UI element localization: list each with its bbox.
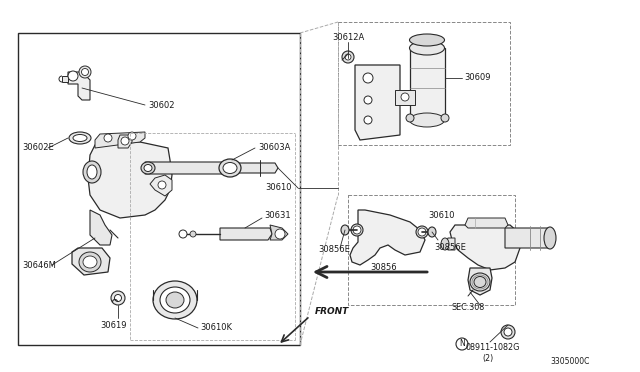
Polygon shape <box>68 72 90 100</box>
Circle shape <box>275 229 285 239</box>
Text: 30602: 30602 <box>148 100 175 109</box>
Polygon shape <box>338 22 510 145</box>
Ellipse shape <box>341 225 349 235</box>
Polygon shape <box>505 228 550 248</box>
Text: 30610: 30610 <box>265 183 291 192</box>
Ellipse shape <box>410 113 445 127</box>
Circle shape <box>504 328 512 336</box>
Circle shape <box>364 96 372 104</box>
Text: 30619: 30619 <box>100 321 127 330</box>
Polygon shape <box>95 132 145 148</box>
Ellipse shape <box>79 252 101 272</box>
Circle shape <box>401 93 409 101</box>
Circle shape <box>79 66 91 78</box>
Text: 30856E: 30856E <box>434 244 466 253</box>
Polygon shape <box>72 248 110 275</box>
Circle shape <box>158 181 166 189</box>
Circle shape <box>190 231 196 237</box>
Ellipse shape <box>73 135 87 141</box>
Text: 30631: 30631 <box>264 211 291 219</box>
Polygon shape <box>150 175 172 196</box>
Circle shape <box>353 226 361 234</box>
Circle shape <box>342 51 354 63</box>
Ellipse shape <box>410 41 445 55</box>
Polygon shape <box>355 65 400 140</box>
Polygon shape <box>348 195 515 305</box>
Text: (2): (2) <box>482 353 493 362</box>
Ellipse shape <box>69 132 91 144</box>
Ellipse shape <box>441 238 449 250</box>
Ellipse shape <box>160 287 190 313</box>
Polygon shape <box>350 210 425 265</box>
Polygon shape <box>145 162 234 174</box>
Text: 3305000C: 3305000C <box>550 357 590 366</box>
Polygon shape <box>468 268 492 295</box>
Ellipse shape <box>144 164 152 171</box>
Text: 30609: 30609 <box>464 74 490 83</box>
Circle shape <box>104 134 112 142</box>
Circle shape <box>179 230 187 238</box>
Circle shape <box>345 54 351 60</box>
Polygon shape <box>395 90 415 105</box>
Text: 30856: 30856 <box>370 263 397 273</box>
Ellipse shape <box>410 34 445 46</box>
Polygon shape <box>270 225 288 240</box>
Ellipse shape <box>544 227 556 249</box>
Polygon shape <box>230 163 278 173</box>
Circle shape <box>441 114 449 122</box>
Polygon shape <box>118 135 132 148</box>
Ellipse shape <box>83 161 101 183</box>
Text: SEC.308: SEC.308 <box>452 304 485 312</box>
Text: 30610: 30610 <box>428 211 454 219</box>
Bar <box>18 33 300 345</box>
Circle shape <box>111 291 125 305</box>
Text: 30612A: 30612A <box>332 33 364 42</box>
Ellipse shape <box>474 276 486 288</box>
Polygon shape <box>90 210 112 245</box>
Text: 30602E: 30602E <box>22 144 54 153</box>
Ellipse shape <box>87 165 97 179</box>
Circle shape <box>363 73 373 83</box>
Polygon shape <box>88 142 172 218</box>
Circle shape <box>456 338 468 350</box>
Circle shape <box>406 114 414 122</box>
Ellipse shape <box>83 256 97 268</box>
Circle shape <box>501 325 515 339</box>
Text: N: N <box>459 340 465 349</box>
Ellipse shape <box>153 281 197 319</box>
Ellipse shape <box>428 227 436 237</box>
Text: 30610K: 30610K <box>200 324 232 333</box>
Circle shape <box>115 295 122 301</box>
Ellipse shape <box>166 292 184 308</box>
Polygon shape <box>465 218 508 228</box>
Circle shape <box>81 68 88 76</box>
Polygon shape <box>445 238 455 250</box>
Circle shape <box>128 132 136 140</box>
Ellipse shape <box>219 159 241 177</box>
Circle shape <box>364 116 372 124</box>
Circle shape <box>68 71 78 81</box>
Polygon shape <box>410 48 445 120</box>
Polygon shape <box>220 228 272 240</box>
Ellipse shape <box>351 224 363 236</box>
Text: 08911-1082G: 08911-1082G <box>466 343 520 353</box>
Ellipse shape <box>416 226 428 238</box>
Ellipse shape <box>141 162 155 174</box>
Ellipse shape <box>470 273 490 291</box>
Ellipse shape <box>223 163 237 173</box>
Text: 30646M: 30646M <box>22 260 56 269</box>
Text: 30603A: 30603A <box>258 144 291 153</box>
Polygon shape <box>62 76 68 82</box>
Circle shape <box>121 137 129 145</box>
Circle shape <box>418 228 426 236</box>
Text: FRONT: FRONT <box>315 308 349 317</box>
Polygon shape <box>450 225 520 270</box>
Text: 30856E: 30856E <box>318 246 350 254</box>
